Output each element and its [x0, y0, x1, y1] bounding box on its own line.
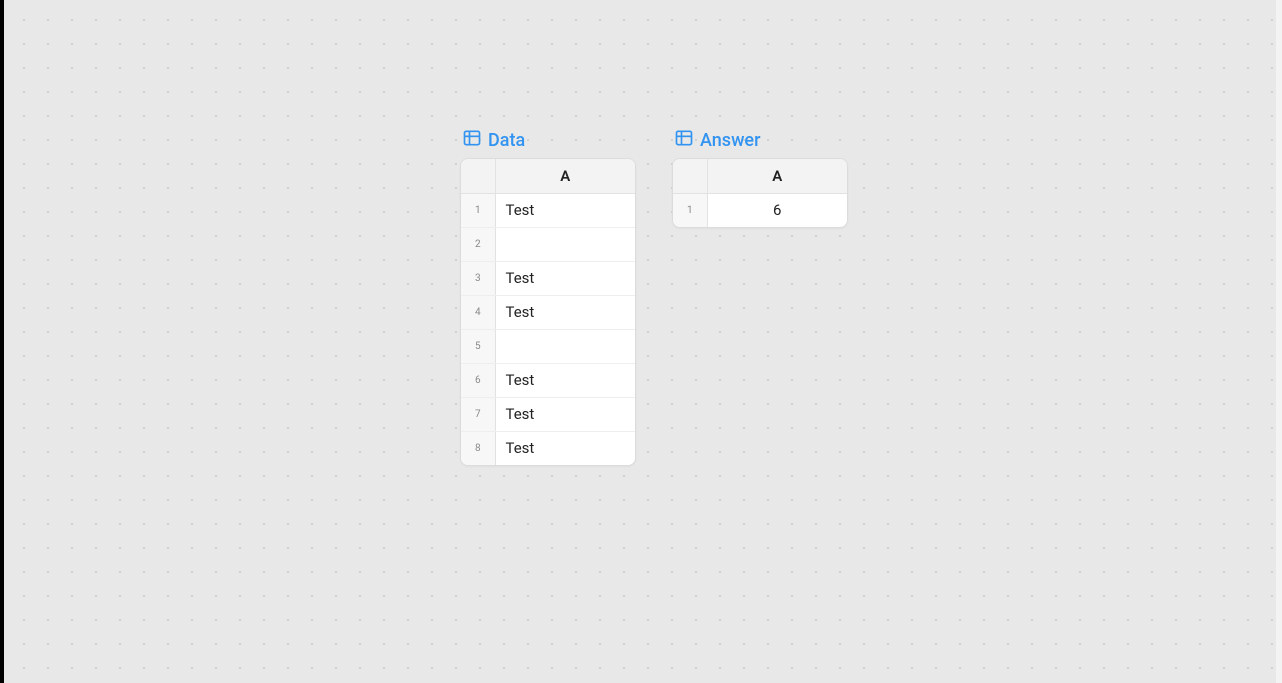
table-row: 1 Test [461, 193, 635, 227]
cell-a6[interactable]: Test [495, 363, 635, 397]
column-header-a[interactable]: A [707, 159, 847, 193]
answer-panel-header[interactable]: Answer [672, 128, 848, 152]
cell-a1[interactable]: Test [495, 193, 635, 227]
answer-panel-title: Answer [700, 130, 760, 151]
cell-a4[interactable]: Test [495, 295, 635, 329]
row-header[interactable]: 1 [673, 193, 707, 227]
table-row: 7 Test [461, 397, 635, 431]
cell-a3[interactable]: Test [495, 261, 635, 295]
row-header[interactable]: 4 [461, 295, 495, 329]
table-icon [674, 128, 694, 152]
row-header[interactable]: 8 [461, 431, 495, 465]
data-panel: Data A 1 Test [460, 128, 636, 466]
answer-panel: Answer A 1 6 [672, 128, 848, 228]
data-sheet: A 1 Test 2 3 Te [460, 158, 636, 466]
cell-a2[interactable] [495, 227, 635, 261]
data-panel-header[interactable]: Data [460, 128, 636, 152]
row-header[interactable]: 6 [461, 363, 495, 397]
cell-a7[interactable]: Test [495, 397, 635, 431]
row-header[interactable]: 2 [461, 227, 495, 261]
canvas-background[interactable]: Data A 1 Test [4, 0, 1276, 683]
sheet-corner-cell[interactable] [673, 159, 707, 193]
data-panel-title: Data [488, 130, 525, 151]
table-row: 1 6 [673, 193, 847, 227]
table-icon [462, 128, 482, 152]
panels-container: Data A 1 Test [460, 128, 848, 466]
row-header[interactable]: 3 [461, 261, 495, 295]
answer-sheet: A 1 6 [672, 158, 848, 228]
table-row: 4 Test [461, 295, 635, 329]
table-row: 8 Test [461, 431, 635, 465]
column-header-a[interactable]: A [495, 159, 635, 193]
table-row: 6 Test [461, 363, 635, 397]
table-row: 5 [461, 329, 635, 363]
sheet-corner-cell[interactable] [461, 159, 495, 193]
row-header[interactable]: 1 [461, 193, 495, 227]
table-row: 2 [461, 227, 635, 261]
vertical-scrollbar[interactable] [1276, 0, 1282, 683]
row-header[interactable]: 7 [461, 397, 495, 431]
table-row: 3 Test [461, 261, 635, 295]
cell-a5[interactable] [495, 329, 635, 363]
row-header[interactable]: 5 [461, 329, 495, 363]
cell-a1[interactable]: 6 [707, 193, 847, 227]
cell-a8[interactable]: Test [495, 431, 635, 465]
